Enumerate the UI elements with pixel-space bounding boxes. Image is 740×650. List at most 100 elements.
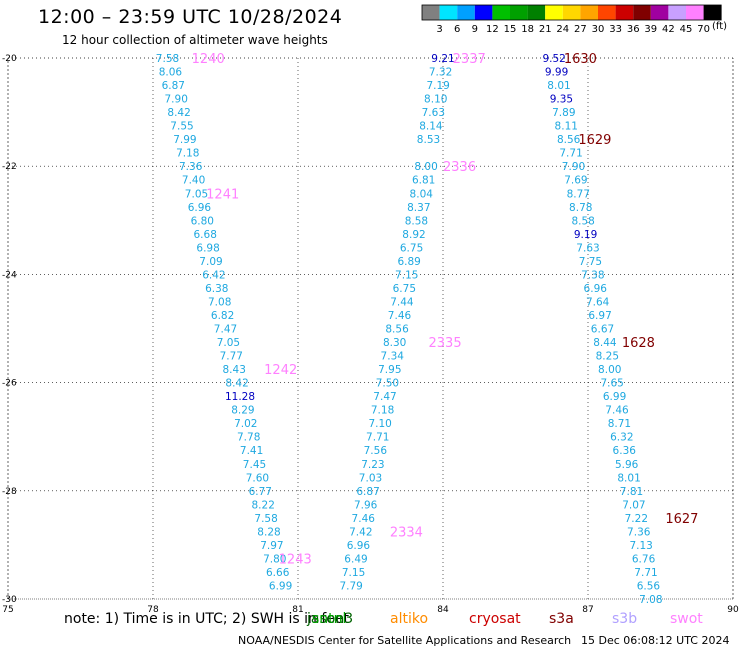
wave-height-value: 7.41: [240, 445, 263, 457]
scale-swatch: [457, 5, 475, 20]
pass-number-label: 2337: [453, 52, 486, 67]
scale-tick-label: 70: [697, 24, 710, 35]
wave-height-value: 6.97: [588, 310, 611, 322]
wave-height-value: 7.13: [629, 540, 652, 552]
wave-height-value: 7.47: [373, 391, 396, 403]
scale-tick-label: 9: [472, 24, 478, 35]
wave-height-value: 6.96: [188, 202, 212, 214]
wave-height-value: 7.15: [342, 567, 365, 579]
pass-number-label: 1628: [622, 336, 655, 351]
wave-height-value: 7.78: [237, 432, 260, 444]
wave-height-value: 7.99: [173, 134, 196, 146]
wave-height-value: 7.71: [366, 432, 389, 444]
wave-height-value: 8.44: [593, 337, 617, 349]
y-tick-label: -22: [2, 162, 17, 172]
wave-height-value: 8.30: [383, 337, 406, 349]
scale-tick-label: 39: [644, 24, 657, 35]
wave-height-value: 7.07: [622, 499, 645, 511]
scale-tick-label: 15: [504, 24, 517, 35]
scale-swatch: [668, 5, 686, 20]
wave-height-value: 8.28: [257, 526, 280, 538]
wave-height-value: 7.05: [185, 188, 208, 200]
wave-height-value: 8.00: [414, 161, 437, 173]
wave-height-value: 7.60: [246, 472, 269, 484]
wave-height-value: 7.55: [170, 121, 193, 133]
wave-height-value: 8.58: [405, 215, 428, 227]
pass-number-label: 1630: [564, 52, 597, 67]
wave-height-value: 7.89: [552, 107, 575, 119]
scale-tick-label: 18: [521, 24, 534, 35]
satellite-legend-altiko: altiko: [390, 611, 429, 627]
wave-height-value: 9.35: [550, 94, 573, 106]
wave-height-value: 8.78: [569, 202, 592, 214]
wave-height-value: 8.00: [598, 364, 621, 376]
wave-height-value: 7.18: [371, 405, 394, 417]
wave-height-value: 6.96: [347, 540, 371, 552]
wave-height-value: 6.75: [400, 242, 423, 254]
wave-height-value: 7.75: [579, 256, 602, 268]
wave-height-value: 6.68: [194, 229, 217, 241]
scale-swatch: [527, 5, 546, 20]
scale-swatch: [439, 5, 458, 20]
wave-height-value: 8.29: [231, 405, 254, 417]
wave-height-value: 7.95: [378, 364, 401, 376]
wave-height-value: 8.42: [225, 378, 248, 390]
wave-height-value: 7.40: [182, 175, 205, 187]
wave-height-value: 7.32: [429, 67, 452, 79]
scale-tick-label: 21: [539, 24, 552, 35]
track-1240: 7.588.066.877.908.427.557.997.187.367.40…: [156, 53, 292, 592]
x-tick-label: 90: [727, 605, 739, 615]
scale-tick-label: 12: [486, 24, 499, 35]
wave-height-value: 7.69: [564, 175, 587, 187]
wave-height-value: 7.46: [352, 513, 376, 525]
wave-height-value: 7.23: [361, 459, 384, 471]
wave-height-value: 8.53: [417, 134, 440, 146]
wave-height-value: 7.36: [627, 526, 651, 538]
wave-height-value: 6.77: [249, 486, 272, 498]
wave-height-value: 6.42: [202, 269, 225, 281]
wave-height-value: 6.36: [613, 445, 637, 457]
wave-height-value: 7.08: [208, 296, 231, 308]
wave-height-value: 7.71: [634, 567, 657, 579]
wave-height-value: 9.19: [574, 229, 597, 241]
wave-height-value: 7.18: [176, 148, 199, 160]
wave-height-value: 6.89: [397, 256, 420, 268]
scale-swatch: [598, 5, 616, 20]
scale-swatch: [633, 5, 651, 20]
pass-number-label: 2335: [429, 336, 462, 351]
wave-height-value: 6.80: [191, 215, 214, 227]
wave-height-value: 8.58: [571, 215, 594, 227]
wave-height-value: 7.96: [354, 499, 378, 511]
pass-number-label: 1627: [665, 512, 698, 527]
wave-height-value: 8.71: [608, 418, 631, 430]
wave-height-value: 7.63: [576, 242, 599, 254]
y-tick-label: -28: [2, 487, 17, 497]
wave-height-value: 8.14: [419, 121, 443, 133]
wave-height-value: 6.82: [211, 310, 234, 322]
wave-height-value: 7.02: [234, 418, 257, 430]
scale-swatch: [686, 5, 704, 20]
wave-height-value: 7.90: [562, 161, 585, 173]
wave-height-value: 7.05: [217, 337, 240, 349]
wave-height-value: 7.22: [625, 513, 648, 525]
scale-tick-label: 30: [592, 24, 605, 35]
scale-tick-label: 6: [454, 24, 460, 35]
wave-height-value: 9.99: [545, 67, 568, 79]
wave-height-value: 7.03: [359, 472, 382, 484]
wave-height-value: 6.99: [269, 580, 292, 592]
wave-height-value: 6.96: [584, 283, 608, 295]
wave-height-value: 8.25: [596, 351, 619, 363]
generated-timestamp: 15 Dec 06:08:12 UTC 2024: [581, 634, 730, 647]
wave-height-value: 8.04: [410, 188, 434, 200]
chart-subtitle: 12 hour collection of altimeter wave hei…: [62, 33, 328, 47]
scale-swatch: [510, 5, 528, 20]
satellite-legend-swot: swot: [670, 611, 703, 627]
wave-height-value: 9.21: [431, 53, 454, 65]
wave-height-value: 7.44: [390, 296, 414, 308]
wave-height-value: 6.67: [591, 324, 614, 336]
chart-title: 12:00 – 23:59 UTC 10/28/2024: [38, 6, 343, 28]
wave-height-value: 6.66: [266, 567, 290, 579]
wave-height-value: 7.65: [600, 378, 623, 390]
grid: [7, 57, 734, 600]
